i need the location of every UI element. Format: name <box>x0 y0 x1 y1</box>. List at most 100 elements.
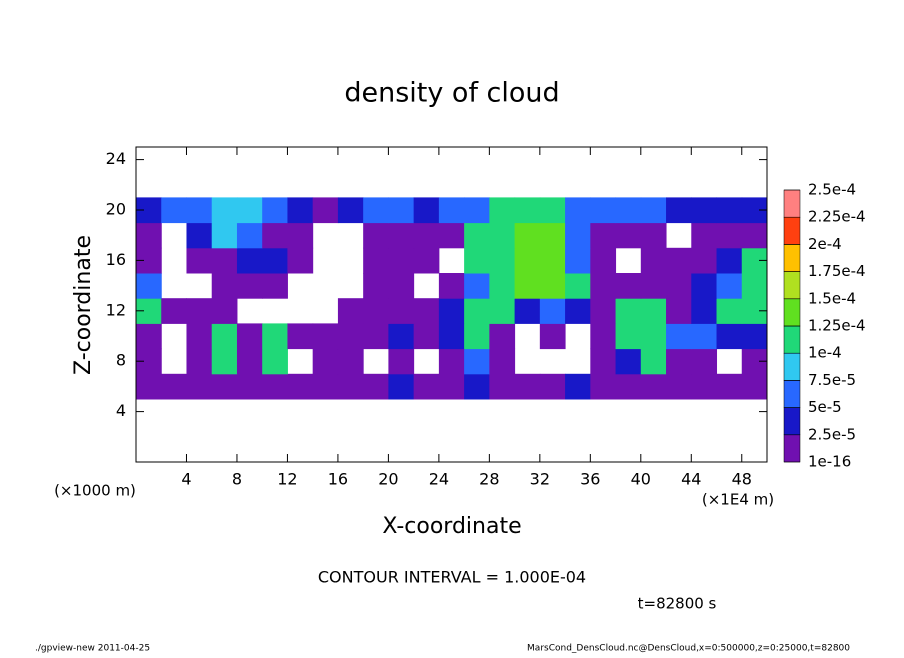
cell <box>489 373 516 400</box>
cell <box>211 247 238 274</box>
cell <box>691 373 718 400</box>
cell <box>691 348 718 375</box>
colorbar-swatch <box>783 298 801 327</box>
cell <box>640 273 667 299</box>
cell <box>388 197 415 224</box>
cell <box>438 298 465 324</box>
cell <box>262 247 288 274</box>
cell <box>388 373 415 400</box>
colorbar-swatch <box>783 271 801 300</box>
colorbar-swatch <box>783 244 801 272</box>
cell <box>287 222 314 249</box>
cell <box>363 273 389 299</box>
cell <box>186 348 213 375</box>
x-tick-label: 4 <box>181 470 191 489</box>
cell <box>363 373 389 400</box>
cell <box>236 273 263 299</box>
cell <box>363 323 389 350</box>
x-tick-label: 48 <box>732 470 752 489</box>
colorbar-label: 2.25e-4 <box>808 208 866 226</box>
cell <box>388 222 415 249</box>
cell <box>186 323 213 350</box>
x-tick-label: 24 <box>429 470 449 489</box>
cell <box>287 247 314 274</box>
cell <box>590 373 617 400</box>
cell <box>716 298 743 324</box>
x-tick-label: 12 <box>277 470 297 489</box>
cell <box>539 373 566 400</box>
cell <box>640 247 667 274</box>
cell <box>211 373 238 400</box>
cell <box>388 273 415 299</box>
x-tick-label: 28 <box>479 470 499 489</box>
cell <box>741 222 768 249</box>
cell <box>312 197 339 224</box>
cell <box>691 222 718 249</box>
cell <box>236 348 263 375</box>
cell <box>413 197 440 224</box>
cell <box>514 298 541 324</box>
colorbar-label: 2.5e-4 <box>808 181 856 199</box>
cell <box>615 273 642 299</box>
cell <box>211 298 238 324</box>
cell <box>666 323 692 350</box>
cell <box>716 247 743 274</box>
x-unit: (×1E4 m) <box>702 491 774 509</box>
cell <box>337 197 364 224</box>
cell <box>363 247 389 274</box>
contour-interval: CONTOUR INTERVAL = 1.000E-04 <box>318 568 586 587</box>
cell <box>262 222 288 249</box>
cell <box>640 197 667 224</box>
colorbar-swatch <box>783 352 801 381</box>
cell <box>590 273 617 299</box>
cell <box>666 273 692 299</box>
cell <box>590 197 617 224</box>
cell <box>438 348 465 375</box>
cell <box>615 222 642 249</box>
colorbar-swatch <box>783 434 801 463</box>
cell <box>691 197 718 224</box>
cell <box>337 373 364 400</box>
colorbar-swatch <box>783 325 801 354</box>
y-tick-label: 20 <box>106 200 126 219</box>
cell <box>539 298 566 324</box>
cell <box>337 323 364 350</box>
cell <box>363 222 389 249</box>
cell <box>388 298 415 324</box>
cell <box>211 323 238 350</box>
x-tick-label: 8 <box>232 470 242 489</box>
cell <box>615 323 642 350</box>
cell <box>363 197 389 224</box>
cell <box>716 222 743 249</box>
cell <box>211 273 238 299</box>
cell <box>590 348 617 375</box>
cell <box>161 373 187 400</box>
cell <box>514 247 541 274</box>
y-tick-label: 8 <box>116 351 126 370</box>
cell <box>539 222 566 249</box>
x-axis-label: X-coordinate <box>382 514 521 539</box>
cell <box>691 247 718 274</box>
colorbar-label: 7.5e-5 <box>808 371 856 389</box>
colorbar-label: 1.75e-4 <box>808 262 866 280</box>
cell <box>716 373 743 400</box>
cell <box>186 298 213 324</box>
cell <box>691 298 718 324</box>
cell <box>388 348 415 375</box>
cell <box>236 222 263 249</box>
chart-title: density of cloud <box>344 78 559 109</box>
cell <box>716 273 743 299</box>
cell <box>287 373 314 400</box>
cell <box>236 323 263 350</box>
colorbar-swatch <box>783 380 801 408</box>
y-tick-label: 12 <box>106 300 126 319</box>
cell <box>262 348 288 375</box>
x-tick-label: 40 <box>631 470 651 489</box>
cell <box>388 323 415 350</box>
cell <box>590 323 617 350</box>
cell <box>186 197 213 224</box>
cell <box>489 273 516 299</box>
cell <box>615 197 642 224</box>
cell <box>388 247 415 274</box>
